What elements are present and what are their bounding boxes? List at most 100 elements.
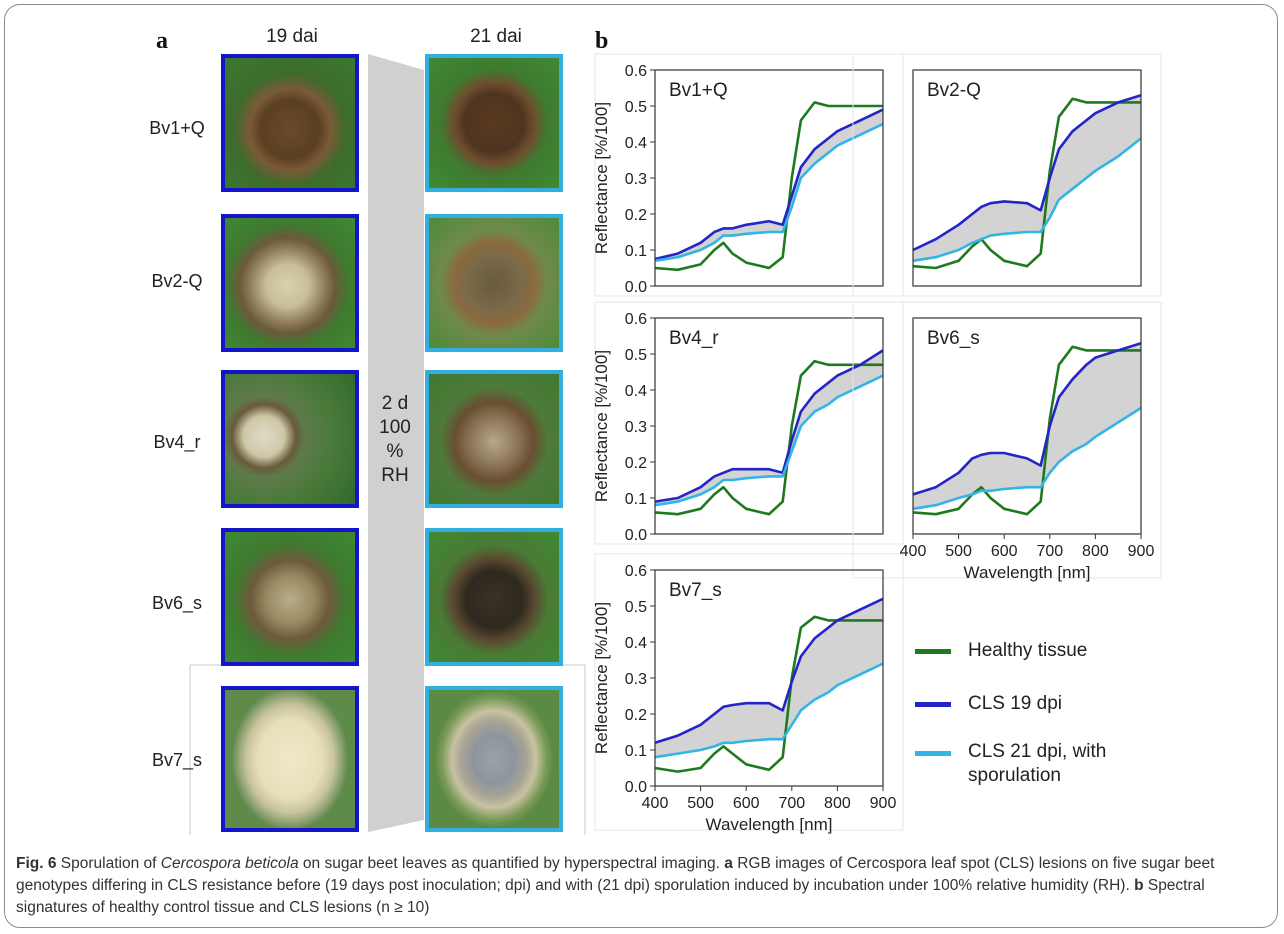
chart-2-outer-frame [852, 53, 1162, 297]
chart-2-cls19-line [912, 93, 1142, 252]
caption-b: b [1134, 877, 1144, 894]
chart-4-xtick-label: 500 [945, 543, 972, 560]
row-label-bv1q: Bv1+Q [149, 118, 205, 138]
chart-5-xtick-label: 700 [778, 795, 805, 812]
band-line-2: 100 [379, 417, 411, 438]
chart-1-ytick-label: 0.5 [625, 99, 647, 116]
chart-1-ylabel: Reflectance [%/100] [592, 102, 611, 254]
chart-1-healthy-line [654, 101, 883, 272]
caption-text-3: RGB images of Cercospora leaf spot (CLS)… [16, 855, 1215, 894]
chart-1-cls21-line [654, 122, 884, 263]
chart-4-outer-frame [852, 301, 1162, 579]
row-label-bv7s: Bv7_s [151, 750, 203, 770]
row-label-bv6s: Bv6_s [151, 593, 203, 613]
chart-5-difference-fill [655, 598, 883, 758]
chart-4-cls21-line [912, 406, 1142, 511]
figure-caption: Fig. 6 Sporulation of Cercospora beticol… [16, 853, 1268, 919]
arrow-band [368, 54, 424, 832]
chart-1-outer-frame [594, 53, 904, 297]
chart-3-ytick-label: 0.6 [625, 311, 647, 328]
chart-2-difference-fill [913, 95, 1141, 261]
chart-4-plot-frame [912, 317, 1142, 535]
legend-label-healthy: Healthy tissue [968, 640, 1088, 661]
chart-5-title: Bv7_s [669, 580, 722, 601]
chart-3-outer-frame [594, 301, 904, 545]
band-line-4: RH [381, 465, 409, 486]
chart-1-ytick-label: 0.2 [625, 207, 647, 224]
chart-3-ytick-label: 0.5 [625, 347, 647, 364]
chart-4-xtick-label: 400 [900, 543, 927, 560]
chart-5-cls19-line [654, 597, 884, 745]
chart-5-outer-frame [594, 553, 904, 831]
chart-3-cls19-line [654, 349, 884, 503]
chart-3-difference-fill [655, 350, 883, 506]
chart-1-cls19-line [654, 108, 884, 261]
legend-swatch-cls19 [915, 702, 951, 707]
chart-3-ytick-label: 0.4 [625, 383, 647, 400]
chart-5-xtick-label: 900 [870, 795, 897, 812]
chart-1-ytick-label: 0.1 [625, 243, 647, 260]
caption-text-1: Sporulation of [56, 855, 161, 872]
chart-5-xtick-label: 800 [824, 795, 851, 812]
panel-a-letter: a [156, 28, 168, 54]
lesion-image-bv6s-19dai [221, 528, 359, 666]
chart-4-xtick-label: 900 [1128, 543, 1155, 560]
chart-3-ylabel: Reflectance [%/100] [592, 350, 611, 502]
caption-a: a [724, 855, 733, 872]
lesion-image-bv7s-19dai [221, 686, 359, 832]
chart-3-ytick-label: 0.1 [625, 491, 647, 508]
chart-4-xtick-label: 600 [991, 543, 1018, 560]
row-label-bv4r: Bv4_r [153, 432, 201, 452]
chart-1-ytick-label: 0.3 [625, 171, 647, 188]
chart-5-ytick-label: 0.1 [625, 743, 647, 760]
panel-b-letter: b [595, 28, 609, 54]
lesion-image-bv2q-21dai [425, 214, 563, 352]
chart-4-xtick-label: 700 [1036, 543, 1063, 560]
chart-5-ytick-label: 0.5 [625, 599, 647, 616]
chart-2-healthy-line [912, 97, 1141, 270]
row-label-bv2q: Bv2-Q [151, 271, 203, 291]
chart-5-ytick-label: 0.2 [625, 707, 647, 724]
chart-3-ytick-label: 0.3 [625, 419, 647, 436]
caption-text-4: Spectral signatures of healthy control t… [16, 877, 1205, 916]
chart-5-ylabel: Reflectance [%/100] [592, 602, 611, 754]
chart-5-ytick-label: 0.4 [625, 635, 647, 652]
chart-4-xtick-label: 800 [1082, 543, 1109, 560]
caption-text-2: on sugar beet leaves as quantified by hy… [298, 855, 725, 872]
chart-2-plot-frame [912, 69, 1142, 287]
lesion-image-bv1q-19dai [221, 54, 359, 192]
chart-5-cls21-line [654, 662, 884, 759]
caption-figure-number: Fig. 6 [16, 855, 57, 872]
chart-5-healthy-line [654, 615, 883, 773]
chart-2-title: Bv2-Q [927, 80, 981, 101]
lesion-image-bv1q-21dai [425, 54, 563, 192]
chart-5-ytick-label: 0.6 [625, 563, 647, 580]
legend-swatch-healthy [915, 649, 951, 654]
legend-label-cls21-line1: CLS 21 dpi, with [968, 741, 1107, 762]
lesion-image-bv6s-21dai [425, 528, 563, 666]
chart-5-xtick-label: 600 [733, 795, 760, 812]
band-line-3: % [386, 441, 404, 462]
chart-3-healthy-line [654, 359, 883, 516]
chart-3-ytick-label: 0.2 [625, 455, 647, 472]
figure-frame [4, 4, 1278, 928]
chart-1-ytick-label: 0.6 [625, 63, 647, 80]
chart-4-title: Bv6_s [927, 328, 980, 349]
chart-5-xtick-label: 400 [642, 795, 669, 812]
chart-4-difference-fill [913, 343, 1141, 509]
chart-3-cls21-line [654, 374, 884, 507]
lesion-image-bv4r-21dai [425, 370, 563, 508]
column-header-19-dai: 19 dai [266, 26, 318, 47]
chart-3-ytick-label: 0.0 [625, 527, 647, 544]
lesion-image-bv7s-21dai [425, 686, 563, 832]
lesion-image-bv4r-19dai [221, 370, 359, 508]
chart-4-xlabel: Wavelength [nm] [964, 563, 1091, 582]
chart-3-plot-frame [654, 317, 884, 535]
spectral-charts: 0.0 0.1 0.2 0.3 0.4 0.5 0.6 Reflectance [%/100]… [592, 53, 1162, 834]
legend-label-cls19: CLS 19 dpi [968, 693, 1063, 714]
chart-4-healthy-line [912, 345, 1141, 516]
chart-5-xtick-label: 500 [687, 795, 714, 812]
chart-5-ytick-label: 0.3 [625, 671, 647, 688]
legend-swatch-cls21 [915, 751, 951, 756]
chart-1-ytick-label: 0.4 [625, 135, 647, 152]
